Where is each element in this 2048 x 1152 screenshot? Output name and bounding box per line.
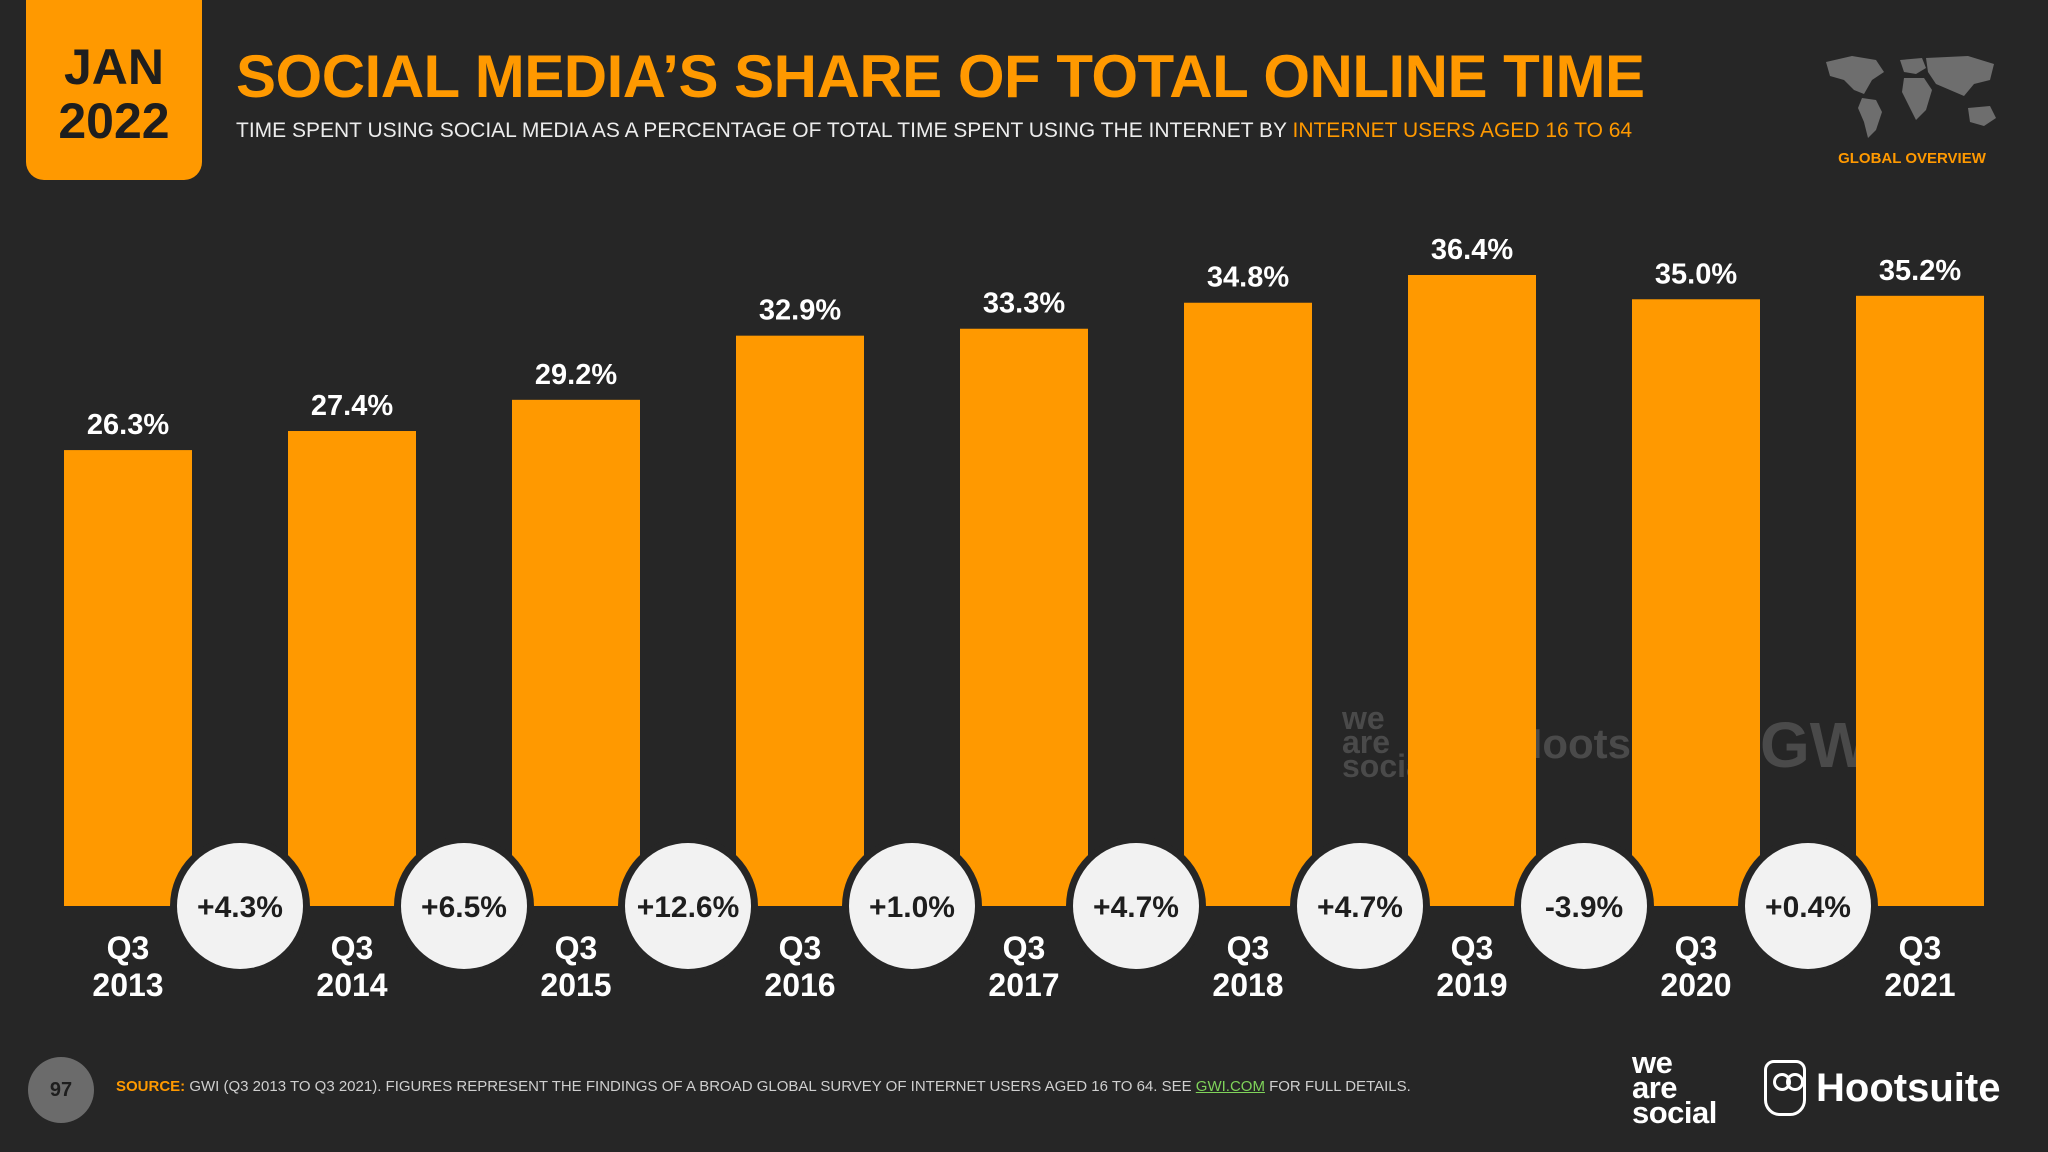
data-label: 27.4% [311, 390, 393, 422]
change-bubble [401, 843, 527, 969]
data-label: 29.2% [535, 359, 617, 391]
change-bubble [177, 843, 303, 969]
change-label: +4.7% [1093, 891, 1179, 924]
data-label: 34.8% [1207, 262, 1289, 294]
source-link[interactable]: GWI.COM [1195, 1078, 1265, 1095]
change-label: -3.9% [1545, 891, 1623, 924]
x-tick-label: 2021 [1884, 967, 1955, 1003]
change-bubble [1297, 843, 1423, 969]
x-tick-label: Q3 [107, 930, 150, 966]
bar [1856, 295, 1984, 906]
bar [1632, 299, 1760, 906]
change-label: +4.3% [197, 891, 283, 924]
x-tick-label: Q3 [555, 930, 598, 966]
x-tick-label: Q3 [1003, 930, 1046, 966]
region-label: GLOBAL OVERVIEW [1838, 150, 1986, 167]
change-bubble [625, 843, 751, 969]
we-are-social-logo: we are social [1632, 1045, 1717, 1130]
x-tick-label: Q3 [779, 930, 822, 966]
change-bubble [1745, 843, 1871, 969]
date-month: JAN [63, 39, 165, 95]
x-tick-label: Q3 [1675, 930, 1718, 966]
owl-icon [1764, 1060, 1806, 1116]
x-tick-label: 2020 [1660, 967, 1731, 1003]
brand-hootsuite: Hootsuite [1816, 1066, 2001, 1110]
date-badge: JAN 2022 [26, 0, 202, 180]
data-label: 36.4% [1431, 234, 1513, 266]
x-tick-label: Q3 [1227, 930, 1270, 966]
x-tick-label: 2015 [540, 967, 611, 1003]
data-label: 26.3% [87, 409, 169, 441]
subtitle-main: TIME SPENT USING SOCIAL MEDIA AS A PERCE… [236, 119, 1293, 142]
date-year: 2022 [58, 93, 170, 149]
watermark-are: are [1342, 724, 1391, 760]
change-bubble [849, 843, 975, 969]
bar [960, 328, 1088, 906]
x-tick-label: 2019 [1436, 967, 1507, 1003]
change-label: +0.4% [1765, 891, 1851, 924]
change-bubble [1073, 843, 1199, 969]
x-tick-label: 2018 [1212, 967, 1283, 1003]
x-tick-label: Q3 [331, 930, 374, 966]
world-map-icon [1826, 56, 1996, 138]
data-label: 32.9% [759, 295, 841, 327]
change-label: +6.5% [421, 891, 507, 924]
change-bubble [1521, 843, 1647, 969]
source-label: SOURCE: [116, 1078, 186, 1095]
source-note: SOURCE: GWI (Q3 2013 TO Q3 2021). FIGURE… [116, 1078, 1411, 1095]
x-tick-label: 2014 [316, 967, 387, 1003]
source-text: GWI (Q3 2013 TO Q3 2021). FIGURES REPRES… [185, 1078, 1196, 1095]
page-number: 97 [28, 1057, 94, 1123]
page-subtitle: TIME SPENT USING SOCIAL MEDIA AS A PERCE… [236, 118, 1632, 144]
bar [1184, 302, 1312, 906]
data-label: 35.0% [1655, 258, 1737, 290]
data-label: 35.2% [1879, 255, 1961, 287]
bar [64, 450, 192, 906]
brand-social: social [1632, 1095, 1717, 1130]
source-tail: FOR FULL DETAILS. [1264, 1078, 1411, 1095]
x-tick-label: 2017 [988, 967, 1059, 1003]
data-label: 33.3% [983, 288, 1065, 320]
bar [288, 431, 416, 906]
change-label: +4.7% [1317, 891, 1403, 924]
bar [1408, 275, 1536, 906]
hootsuite-logo: Hootsuite [1764, 1058, 2040, 1124]
bar [736, 335, 864, 906]
change-label: +12.6% [637, 891, 740, 924]
bar-chart: 26.3%Q3201327.4%Q3201429.2%Q3201532.9%Q3… [64, 234, 1984, 1003]
x-tick-label: Q3 [1451, 930, 1494, 966]
change-label: +1.0% [869, 891, 955, 924]
x-tick-label: 2016 [764, 967, 835, 1003]
x-tick-label: Q3 [1899, 930, 1942, 966]
page-title: SOCIAL MEDIA’S SHARE OF TOTAL ONLINE TIM… [236, 43, 1645, 110]
subtitle-highlight: INTERNET USERS AGED 16 TO 64 [1292, 119, 1633, 142]
watermark-we: we [1342, 700, 1385, 736]
x-tick-label: 2013 [92, 967, 163, 1003]
brand-are: are [1632, 1070, 1678, 1105]
brand-we: we [1632, 1045, 1673, 1080]
bar [512, 399, 640, 906]
